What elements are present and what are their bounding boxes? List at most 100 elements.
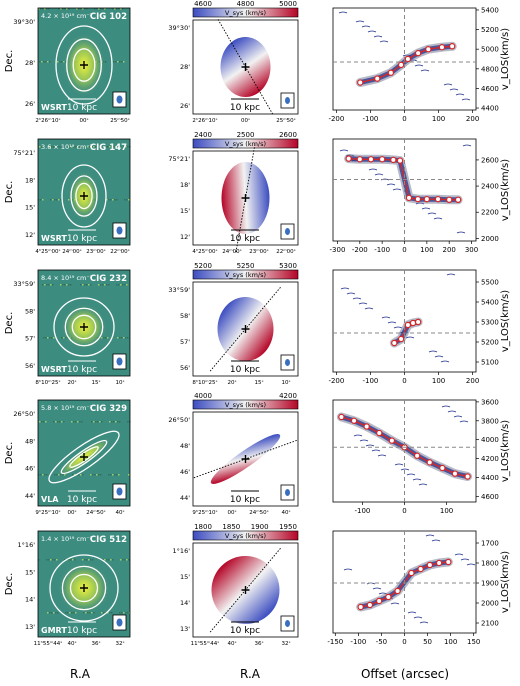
beam-ellipse bbox=[285, 359, 290, 366]
ra-tick-label: 22ᵐ00ˢ bbox=[110, 249, 129, 255]
noise-contour bbox=[453, 415, 463, 418]
column-density-label: 5.8 × 10¹⁹ cm⁻² bbox=[41, 404, 93, 412]
noise-contour bbox=[373, 35, 383, 38]
noise-contour bbox=[455, 93, 465, 96]
column-density-label: 4.2 × 10¹⁹ cm⁻² bbox=[41, 12, 93, 20]
dec-tick-label: 39°30' bbox=[13, 18, 35, 26]
map-noise bbox=[120, 559, 122, 561]
dec-tick-label: 26°50' bbox=[168, 416, 190, 424]
map-noise bbox=[117, 61, 119, 63]
colorbar bbox=[192, 7, 299, 18]
colorbar-label: V_sys (km/s) bbox=[225, 401, 266, 409]
map-noise bbox=[113, 421, 115, 423]
colorbar-tick: 4800 bbox=[237, 0, 255, 8]
pv-panel: -100 0 100 3600 3800 4000 4200 4400 4600 v_LOS(km… bbox=[332, 398, 511, 515]
y-tick-label: 5400 bbox=[481, 6, 499, 14]
ra-tick-label: 25ᵐ50ˢ bbox=[276, 118, 295, 124]
x-tick-label: 200 bbox=[443, 246, 456, 254]
noise-contour bbox=[434, 355, 444, 358]
dec-axis-label: Dec. bbox=[4, 573, 15, 596]
velocity-panel: V_sys (km/s) 4600 4800 5000 10 kpc 39°30' 28' 2… bbox=[168, 0, 299, 124]
noise-contour bbox=[353, 434, 363, 437]
vlos-axis-label: v_LOS(km/s) bbox=[500, 28, 511, 90]
colorbar-tick: 5300 bbox=[279, 262, 297, 270]
y-tick-label: 4400 bbox=[481, 474, 499, 482]
telescope-label: WSRT bbox=[41, 103, 67, 112]
scale-label: 10 kpc bbox=[230, 626, 260, 636]
dec-tick-label: 44' bbox=[25, 492, 35, 500]
map-noise bbox=[43, 61, 45, 63]
y-tick-label: 1900 bbox=[481, 580, 499, 588]
map-noise bbox=[62, 284, 64, 286]
map-noise bbox=[75, 146, 77, 148]
noise-contour bbox=[443, 83, 453, 86]
map-noise bbox=[118, 8, 120, 10]
hi-contour bbox=[53, 297, 115, 357]
map-noise bbox=[79, 146, 81, 148]
map-noise bbox=[108, 284, 110, 286]
map-noise bbox=[101, 612, 103, 614]
x-tick-label: -200 bbox=[352, 246, 368, 254]
hi-contour bbox=[60, 439, 108, 475]
map-noise bbox=[58, 8, 60, 10]
center-cross bbox=[241, 63, 250, 71]
map-noise bbox=[108, 199, 110, 201]
rotation-point bbox=[409, 319, 417, 327]
noise-contour bbox=[365, 444, 375, 447]
map-noise bbox=[94, 474, 96, 476]
map-noise bbox=[48, 284, 50, 286]
hi-contour bbox=[71, 314, 97, 340]
beam-ellipse bbox=[116, 618, 123, 627]
colorbar bbox=[192, 138, 299, 149]
map-noise bbox=[38, 8, 40, 10]
map-noise bbox=[122, 284, 124, 286]
map-noise bbox=[57, 146, 59, 148]
map-noise bbox=[109, 612, 111, 614]
noise-contour bbox=[390, 602, 400, 605]
rotation-point bbox=[374, 75, 381, 82]
noise-contour bbox=[371, 449, 381, 452]
column-density-label: 8.4 × 10¹⁹ cm⁻² bbox=[41, 274, 93, 282]
noise-contour bbox=[361, 25, 371, 28]
ra-tick-label: 36ˢ bbox=[91, 641, 100, 647]
map-noise bbox=[118, 474, 120, 476]
map-noise bbox=[124, 199, 126, 201]
map-noise bbox=[82, 474, 84, 476]
x-tick-label: 100 bbox=[432, 377, 445, 385]
map-noise bbox=[84, 559, 86, 561]
rotation-point bbox=[388, 437, 396, 444]
map-noise bbox=[47, 612, 49, 614]
ra-tick-label: 9ʰ25ᵐ10ˢ bbox=[192, 509, 217, 516]
rotation-point bbox=[405, 194, 413, 202]
x-tick-label: 0 bbox=[402, 638, 406, 646]
beam-ellipse bbox=[116, 226, 123, 235]
y-tick-label: 5300 bbox=[481, 319, 499, 327]
map-noise bbox=[123, 146, 125, 148]
ra-tick-label: 9ʰ25ᵐ10ˢ bbox=[35, 509, 60, 516]
map-noise bbox=[48, 8, 50, 10]
center-cross bbox=[80, 323, 88, 331]
colorbar-tick: 1850 bbox=[222, 523, 240, 531]
center-cross bbox=[241, 194, 250, 202]
map-noise bbox=[62, 8, 64, 10]
map-noise bbox=[113, 61, 115, 63]
map-noise bbox=[80, 284, 82, 286]
map-noise bbox=[49, 61, 51, 63]
map-noise bbox=[114, 199, 116, 201]
rotation-point bbox=[414, 195, 422, 203]
map-noise bbox=[128, 559, 130, 561]
ra-tick-label: 15ˢ bbox=[254, 380, 263, 386]
noise-contour bbox=[456, 231, 466, 234]
noise-contour bbox=[447, 410, 457, 413]
x-tick-label: 200 bbox=[466, 115, 479, 123]
dec-tick-label: 15' bbox=[180, 573, 190, 581]
colorbar-tick: 4200 bbox=[279, 392, 297, 400]
ra-tick-label: 8ʰ10ᵐ25ˢ bbox=[192, 379, 217, 386]
dec-tick-label: 48' bbox=[180, 442, 190, 450]
rotation-point bbox=[397, 61, 405, 69]
cig-label: CIG 102 bbox=[90, 12, 127, 22]
map-noise bbox=[71, 612, 73, 614]
